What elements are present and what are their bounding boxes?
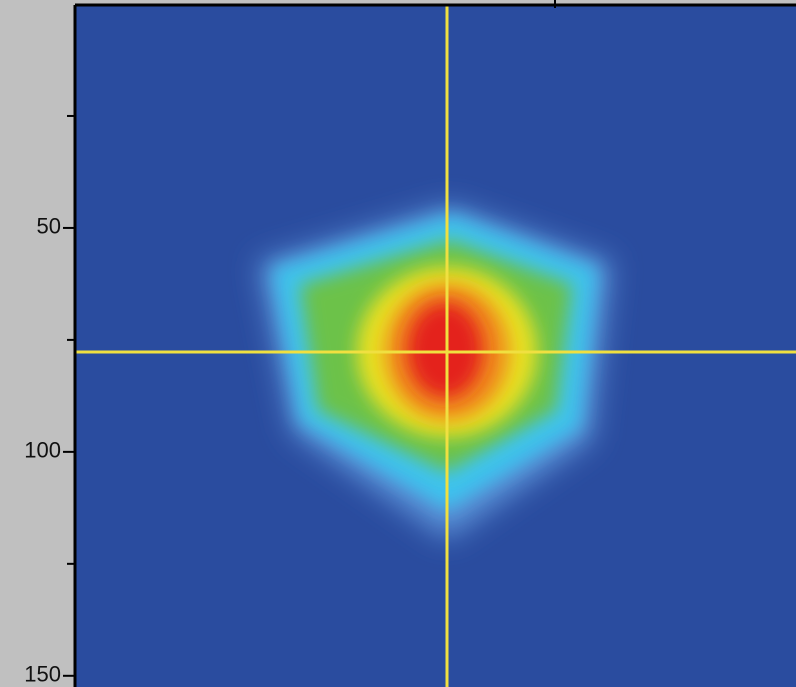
y-tick-label: 150 <box>24 662 61 687</box>
chart: 50 100 150 <box>0 0 796 687</box>
y-tick-label: 100 <box>24 438 61 463</box>
beam-core <box>407 302 483 398</box>
y-tick-label: 50 <box>37 214 61 239</box>
heatmap-image <box>75 5 796 687</box>
